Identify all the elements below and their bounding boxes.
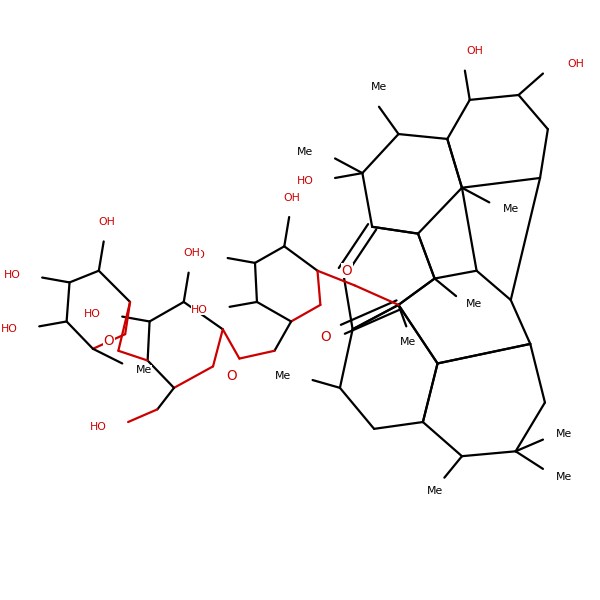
Text: Me: Me [427,487,443,496]
Text: Me: Me [371,82,387,92]
Text: OH: OH [466,46,483,56]
Text: HO: HO [296,176,314,186]
Text: Me: Me [556,429,572,439]
Text: O: O [226,369,237,383]
Text: Me: Me [556,472,572,482]
Text: O: O [320,330,331,344]
Text: Me: Me [298,146,314,157]
Text: Me: Me [466,299,482,309]
Text: OH: OH [284,193,301,203]
Text: HO: HO [191,305,208,315]
Text: Me: Me [136,365,152,375]
Text: Me: Me [400,337,416,347]
Text: HO: HO [4,269,21,280]
Text: Me: Me [275,371,291,381]
Text: OH: OH [183,248,200,258]
Text: HO: HO [1,324,18,334]
Text: HO: HO [90,422,107,432]
Text: OH: OH [568,59,584,69]
Text: OH: OH [98,217,115,227]
Text: HO: HO [84,308,101,319]
Text: Me: Me [503,204,519,214]
Text: O: O [103,334,114,348]
Text: HO: HO [190,250,206,260]
Text: O: O [341,264,352,278]
